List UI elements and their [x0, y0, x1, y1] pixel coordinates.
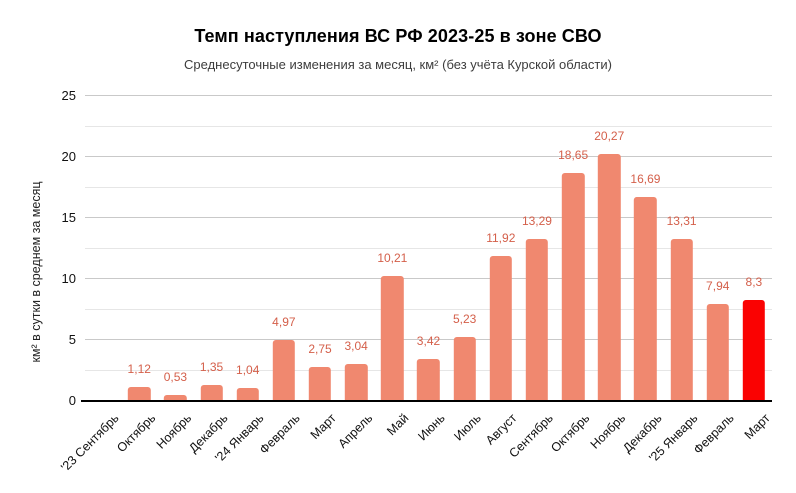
bar-cell: 1,04 [230, 96, 266, 401]
bar-cell: 13,29 [519, 96, 555, 401]
bar [706, 304, 729, 401]
x-axis-label: Октябрь [547, 411, 593, 456]
bar-value-label: 0,53 [163, 369, 188, 384]
bars-layer: 1,12 0,53 1,35 1,04 4,97 2,75 3,04 10,21 3,42 5,2… [85, 96, 772, 401]
x-axis-label: Апрель [335, 411, 376, 451]
x-axis-tick-labels: '23 Сентябрь Октябрь Ноябрь Декабрь '24 Янва… [59, 401, 773, 491]
minor-gridline [85, 247, 772, 249]
x-axis-label: Октябрь [113, 411, 159, 456]
bar-cell: 1,35 [193, 96, 229, 401]
major-gridline [85, 217, 772, 218]
bar-cell: 16,69 [627, 96, 663, 401]
bar-value-label: 13,31 [666, 213, 697, 228]
major-gridline [85, 339, 772, 340]
bar-value-label: 20,27 [594, 128, 625, 143]
bar-cell: 10,21 [374, 96, 410, 401]
x-axis-label: Май [384, 411, 412, 439]
x-axis-line [81, 400, 772, 402]
bar-value-label: 1,04 [236, 363, 260, 378]
y-tick-label: 15 [61, 210, 76, 225]
bar-value-label: 11,92 [486, 230, 516, 245]
bar [308, 367, 332, 401]
chart-subtitle: Среднесуточные изменения за месяц, км² (… [184, 57, 612, 72]
bar-value-label: 4,97 [272, 315, 296, 330]
major-gridline [85, 278, 772, 279]
bar [164, 394, 187, 401]
minor-gridline [85, 125, 772, 127]
bar-cell: 13,31 [664, 96, 700, 401]
bar [489, 255, 512, 401]
bar-cell: 5,23 [447, 96, 483, 401]
bar-value-label: 3,04 [344, 338, 368, 353]
x-axis-label: Март [307, 411, 339, 443]
minor-gridline [85, 186, 772, 188]
bar [670, 238, 693, 401]
bar [381, 276, 404, 401]
x-axis-label: Март [741, 411, 773, 443]
bar-value-label: 8,3 [745, 274, 763, 289]
bar-value-label: 13,29 [521, 213, 552, 228]
bar [525, 238, 549, 401]
bar [200, 384, 223, 401]
chart-title: Темп наступления ВС РФ 2023-25 в зоне СВ… [194, 26, 602, 46]
bar [634, 197, 657, 401]
bar-value-label: 18,65 [558, 148, 589, 163]
bar-cell: 18,65 [555, 96, 591, 401]
x-axis-label: Июнь [415, 411, 448, 444]
bar [453, 337, 476, 401]
major-gridline [85, 156, 772, 157]
y-tick-label: 20 [61, 149, 76, 164]
bar-highlighted [742, 299, 766, 401]
bar-cell: 3,42 [410, 96, 446, 401]
bar-cell: 20,27 [591, 96, 627, 401]
y-tick-label: 25 [61, 88, 76, 103]
bar-cell: 2,75 [302, 96, 338, 401]
bar [128, 387, 151, 401]
bar-value-label: 3,42 [416, 334, 441, 349]
bar [417, 359, 440, 401]
bar-value-label: 7,94 [706, 279, 730, 294]
bar-cell: 7,94 [700, 96, 736, 401]
x-axis-label: '23 Сентябрь [58, 411, 122, 475]
bar-cell: 1,12 [121, 96, 157, 401]
plot-area: 0 5 10 15 20 25 1,12 0,53 1,35 1,04 4,97 2,75 3,04 1… [59, 88, 773, 474]
bar-value-label: 16,69 [630, 172, 661, 187]
bar-value-label: 10,21 [377, 251, 408, 266]
bar [236, 388, 259, 401]
bar-cell: 11,92 [483, 96, 519, 401]
bar [561, 173, 585, 401]
bar-value-label: 1,35 [199, 359, 224, 374]
minor-gridline [85, 308, 772, 310]
x-axis-label: Июль [451, 411, 484, 444]
bar-value-label: 2,75 [308, 342, 332, 357]
bar-cell: 3,04 [338, 96, 374, 401]
y-tick-label: 5 [68, 332, 76, 347]
bar-cell: 4,97 [266, 96, 302, 401]
bar [272, 340, 296, 401]
bar-value-label: 1,12 [127, 362, 151, 377]
bar [598, 153, 621, 401]
y-tick-label: 0 [68, 393, 76, 408]
major-gridline [85, 95, 772, 96]
y-tick-label: 10 [61, 271, 76, 286]
bar-value-label: 5,23 [452, 312, 477, 327]
bar-cell: 8,3 [736, 96, 772, 401]
bar-cell [85, 96, 121, 401]
bar [344, 363, 368, 401]
bar-cell: 0,53 [157, 96, 193, 401]
